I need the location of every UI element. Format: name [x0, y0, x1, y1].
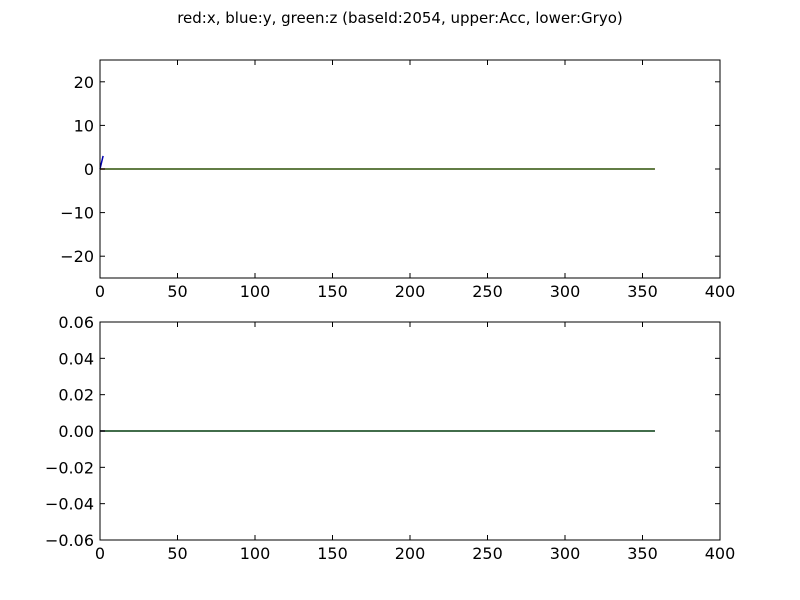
upper-ytick-label: −20: [60, 247, 94, 266]
upper-xtick-label: 200: [395, 282, 426, 301]
upper-xtick-label: 100: [240, 282, 271, 301]
lower-xtick-label: 150: [317, 544, 348, 563]
lower-xtick-label: 0: [95, 544, 105, 563]
figure-title: red:x, blue:y, green:z (baseId:2054, upp…: [177, 9, 623, 27]
lower-ytick-label: 0.00: [58, 422, 94, 441]
upper-ytick-label: 10: [74, 116, 94, 135]
lower-ytick-label: 0.04: [58, 349, 94, 368]
upper-ytick-label: 20: [74, 73, 94, 92]
upper-xtick-label: 0: [95, 282, 105, 301]
upper-xtick-label: 50: [167, 282, 187, 301]
lower-ytick-label: 0.06: [58, 313, 94, 332]
lower-ytick-label: −0.04: [45, 495, 94, 514]
lower-xtick-label: 200: [395, 544, 426, 563]
lower-xtick-label: 250: [472, 544, 503, 563]
upper-series-y-line: [99, 155, 104, 170]
upper-xtick-label: 150: [317, 282, 348, 301]
lower-ytick-label: −0.02: [45, 458, 94, 477]
upper-xtick-label: 250: [472, 282, 503, 301]
lower-xtick-label: 50: [167, 544, 187, 563]
upper-xtick-label: 300: [550, 282, 581, 301]
lower-ytick-label: 0.02: [58, 386, 94, 405]
lower-xtick-label: 350: [627, 544, 658, 563]
lower-xtick-label: 100: [240, 544, 271, 563]
lower-ytick-label: −0.06: [45, 531, 94, 550]
lower-xtick-label: 400: [705, 544, 736, 563]
upper-xtick-label: 400: [705, 282, 736, 301]
upper-xtick-label: 350: [627, 282, 658, 301]
upper-ytick-label: 0: [84, 160, 94, 179]
lower-xtick-label: 300: [550, 544, 581, 563]
upper-ytick-label: −10: [60, 204, 94, 223]
